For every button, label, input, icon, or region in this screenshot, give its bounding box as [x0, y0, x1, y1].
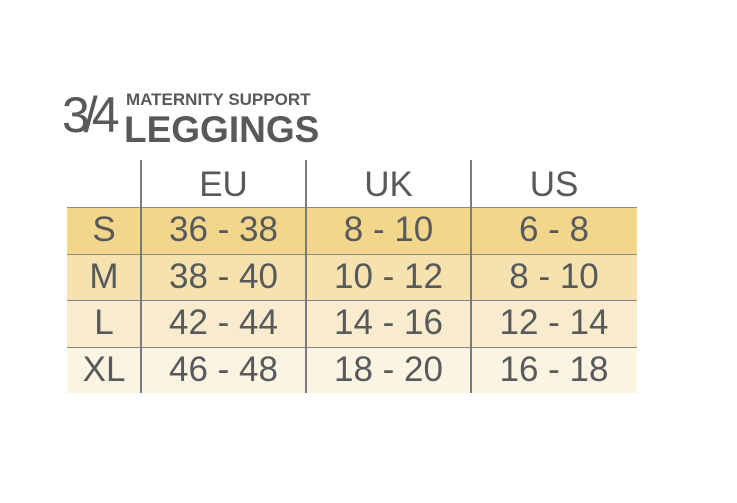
size-label: M [89, 256, 119, 296]
row-divider [67, 253, 637, 255]
column-divider [470, 160, 472, 393]
size-range: 38 - 40 [169, 256, 278, 296]
row-divider [67, 207, 637, 208]
size-label: L [94, 303, 114, 343]
size-range: 14 - 16 [334, 303, 443, 343]
size-range: 16 - 18 [499, 349, 609, 389]
size-range: 18 - 20 [334, 349, 443, 389]
size-range: 10 - 12 [334, 256, 443, 296]
row-background [67, 253, 637, 300]
size-range: 8 - 10 [509, 256, 599, 296]
size-range: 12 - 14 [499, 303, 609, 343]
size-range: 42 - 44 [169, 303, 278, 343]
size-range: 36 - 38 [169, 210, 278, 250]
row-divider [67, 300, 637, 301]
row-background [67, 207, 637, 254]
row-divider [67, 346, 637, 348]
size-range: 8 - 10 [343, 210, 434, 250]
size-range: 6 - 8 [518, 210, 590, 250]
size-range: 46 - 48 [169, 349, 278, 389]
column-header: EU [199, 164, 248, 204]
column-header: US [529, 164, 579, 204]
column-divider [140, 160, 142, 393]
column-divider [305, 160, 307, 393]
size-label: S [92, 210, 116, 250]
size-label: XL [82, 349, 126, 389]
fraction: 3/4 [62, 87, 119, 143]
row-background [67, 300, 637, 347]
subtitle: MATERNITY SUPPORT [126, 90, 311, 109]
row-background [67, 346, 637, 393]
title: LEGGINGS [124, 109, 320, 150]
column-header: UK [364, 164, 413, 204]
